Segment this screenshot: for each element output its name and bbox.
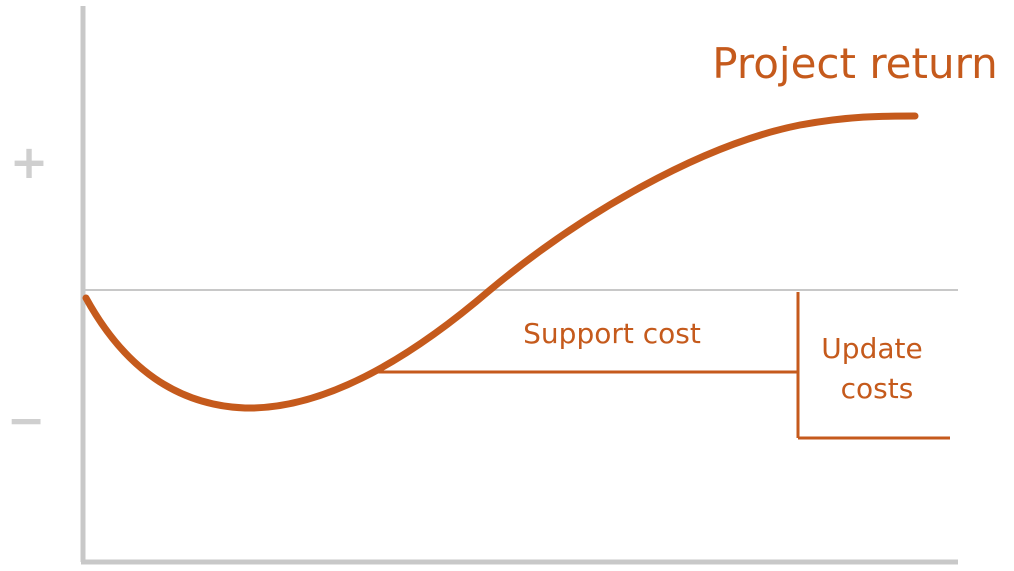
project-return-label: Project return <box>712 39 997 88</box>
positive-sign: + <box>10 135 49 189</box>
update-costs-label-line1: Update <box>821 332 922 365</box>
support-cost-label: Support cost <box>523 317 701 350</box>
negative-sign: − <box>7 393 46 447</box>
project-return-curve <box>82 112 919 412</box>
update-costs-label-line2: costs <box>841 372 914 405</box>
